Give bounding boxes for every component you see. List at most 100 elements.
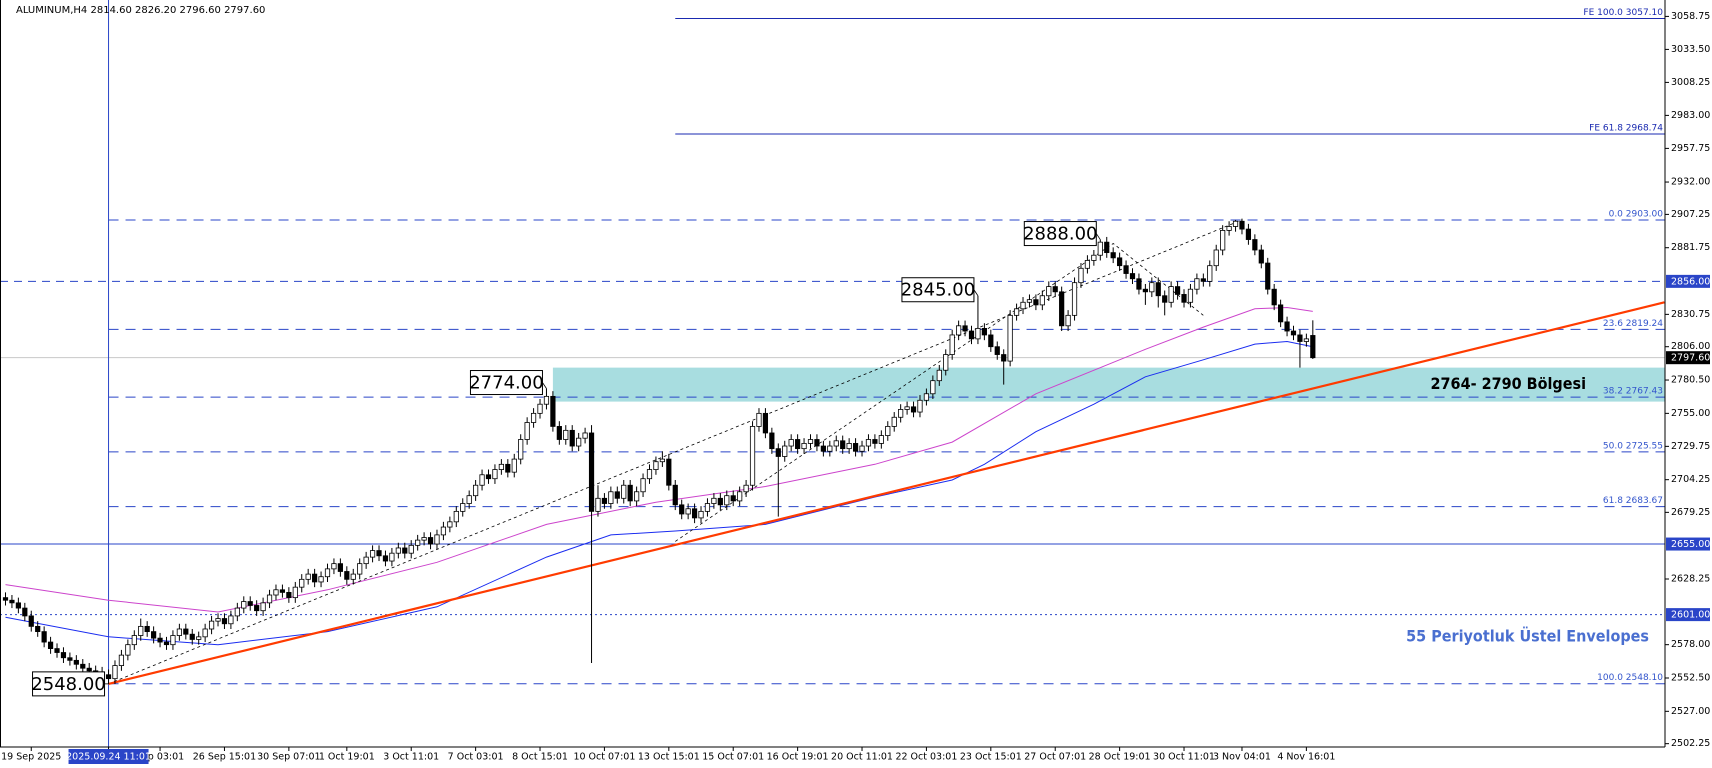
callout-connector	[1095, 233, 1101, 240]
candle-body	[505, 463, 511, 473]
candle-body	[228, 615, 234, 625]
candle-body	[1149, 282, 1155, 293]
candle-body	[492, 469, 498, 480]
candle-body	[35, 625, 41, 633]
candle-body	[292, 586, 298, 599]
candle-body	[1226, 226, 1232, 231]
callout-label: 2774.00	[469, 373, 543, 394]
candle-body	[440, 526, 447, 536]
candle-body	[852, 443, 859, 452]
fib-line-label: 38.2 2767.43	[1603, 387, 1663, 397]
candle-body	[421, 537, 427, 541]
candle-body	[614, 491, 620, 499]
candle-body	[704, 503, 711, 512]
x-tick-label: 13 Oct 15:01	[638, 752, 700, 763]
candle-body	[550, 395, 556, 427]
candle-body	[466, 495, 472, 504]
candle-body	[1174, 286, 1181, 295]
candle-body	[67, 657, 73, 661]
candle-body	[788, 439, 794, 447]
fib-line-label: 23.6 2819.24	[1603, 319, 1663, 329]
candle-body	[1168, 286, 1174, 303]
candle-body	[1065, 314, 1071, 327]
candle-body	[1297, 334, 1303, 342]
candle-body	[653, 461, 659, 470]
y-tick-label: 2704.25	[1671, 474, 1710, 485]
callout-label: 2548.00	[31, 674, 105, 695]
candle-body	[170, 635, 176, 646]
callout-box	[469, 370, 543, 396]
candle-body	[923, 393, 930, 401]
candle-body	[949, 334, 955, 355]
candle-body	[9, 599, 15, 604]
y-tick-label: 2755.00	[1671, 408, 1710, 419]
candle-body	[1142, 288, 1148, 293]
candle-body	[994, 346, 1000, 355]
candle-body	[743, 484, 749, 493]
candle-body	[569, 429, 575, 447]
candle-body	[382, 555, 389, 562]
candle-body	[975, 328, 981, 340]
candle-body	[1110, 252, 1116, 259]
x-tick-label: 30 Sep 07:01	[257, 752, 320, 763]
candle-body	[266, 594, 273, 604]
candle-body	[402, 547, 408, 554]
callout-connector	[973, 289, 979, 296]
y-tick-label: 3058.75	[1671, 11, 1710, 22]
candle-body	[208, 620, 215, 630]
candle-body	[1278, 304, 1284, 323]
candle-body	[41, 631, 47, 643]
candle-body	[376, 550, 382, 557]
candle-body	[872, 439, 878, 444]
y-tick-label: 2907.25	[1671, 209, 1710, 220]
candle-body	[1071, 282, 1078, 316]
candle-body	[1117, 257, 1123, 267]
x-tick-label: 22 Oct 03:01	[895, 752, 957, 763]
candle-body	[524, 422, 530, 440]
y-tick-label: 2552.50	[1671, 672, 1710, 683]
candle-body	[840, 440, 846, 450]
x-tick-label: 3 Oct 11:01	[383, 752, 439, 763]
candle-body	[363, 556, 369, 565]
candle-body	[1136, 278, 1142, 290]
candle-body	[1200, 278, 1206, 282]
candle-body	[1232, 220, 1239, 227]
candle-body	[646, 469, 653, 480]
callout-label: 2888.00	[1023, 224, 1097, 245]
candle-body	[1020, 301, 1026, 310]
candle-body	[563, 429, 569, 440]
candle-body	[865, 439, 872, 447]
candle-body	[138, 625, 144, 636]
candle-body	[1258, 249, 1264, 264]
indicator-line	[108, 219, 1243, 685]
price-label-box	[1666, 351, 1710, 365]
candle-body	[144, 625, 150, 633]
candle-body	[659, 458, 665, 463]
candle-body	[1097, 241, 1103, 256]
indicator-line	[108, 301, 1665, 685]
candle-body	[105, 674, 112, 680]
candle-body	[86, 667, 92, 672]
candle-body	[1033, 299, 1039, 306]
y-tick-label: 2932.00	[1671, 177, 1710, 188]
candle-body	[202, 628, 208, 638]
y-tick-label: 2628.25	[1671, 574, 1710, 585]
fib-line-label: 100.0 2548.10	[1597, 673, 1663, 683]
candle-body	[737, 491, 743, 502]
candle-body	[369, 550, 376, 558]
candle-body	[453, 510, 459, 523]
candle-body	[627, 484, 633, 502]
candle-body	[621, 484, 627, 499]
candle-body	[54, 648, 60, 653]
candle-body	[299, 578, 305, 588]
candle-body	[324, 568, 331, 578]
candle-body	[331, 563, 337, 570]
y-tick-label: 2527.00	[1671, 706, 1710, 717]
callout-box	[32, 671, 106, 697]
candle-body	[234, 607, 240, 617]
candle-body	[930, 380, 936, 395]
candle-body	[827, 445, 833, 452]
candle-body	[447, 521, 453, 528]
candle-body	[176, 628, 182, 636]
candle-body	[769, 432, 775, 450]
